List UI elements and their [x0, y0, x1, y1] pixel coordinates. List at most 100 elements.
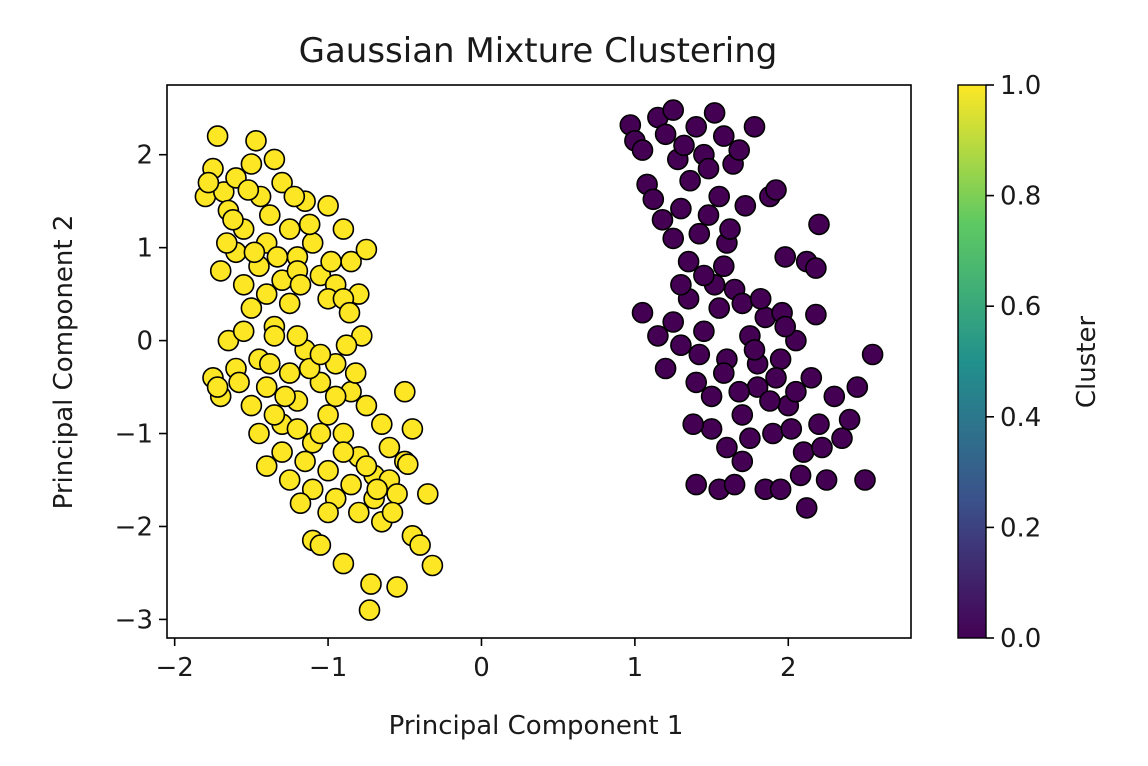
data-point-cluster-0 — [679, 169, 701, 192]
data-point-cluster-0 — [765, 179, 787, 201]
data-point-cluster-0 — [662, 227, 685, 250]
colorbar-tick-label: 0.0 — [1000, 624, 1041, 654]
data-point-cluster-1 — [243, 241, 266, 264]
data-point-cluster-0 — [731, 404, 754, 426]
data-point-cluster-0 — [795, 497, 818, 519]
data-point-cluster-0 — [700, 385, 723, 408]
data-point-cluster-0 — [697, 204, 720, 226]
data-point-cluster-1 — [335, 334, 358, 357]
data-point-cluster-0 — [861, 343, 884, 366]
data-point-cluster-1 — [378, 436, 401, 459]
data-point-cluster-0 — [811, 436, 833, 459]
data-point-cluster-0 — [774, 246, 797, 268]
data-point-cluster-1 — [232, 273, 255, 296]
data-point-cluster-0 — [808, 413, 830, 436]
data-point-cluster-1 — [317, 404, 339, 426]
data-point-cluster-0 — [765, 366, 787, 389]
data-point-cluster-1 — [340, 473, 362, 496]
y-axis-label: Principal Component 2 — [49, 215, 79, 510]
data-point-cluster-1 — [332, 422, 355, 445]
colorbar — [957, 84, 987, 639]
data-point-cluster-0 — [728, 139, 751, 161]
data-point-cluster-1 — [309, 422, 332, 445]
colorbar-axis: 0.0 0.2 0.4 0.6 0.8 1.0 — [986, 71, 1041, 654]
data-point-cluster-1 — [289, 492, 312, 515]
data-point-cluster-0 — [700, 418, 723, 440]
data-point-cluster-1 — [309, 534, 332, 556]
data-point-cluster-1 — [366, 478, 389, 501]
data-point-cluster-0 — [654, 357, 677, 380]
data-point-cluster-1 — [240, 297, 263, 319]
data-point-cluster-0 — [693, 320, 715, 343]
y-tick-label: 2 — [136, 141, 153, 171]
data-point-cluster-0 — [631, 301, 654, 324]
data-point-cluster-1 — [197, 171, 220, 194]
data-point-cluster-0 — [800, 366, 823, 389]
data-point-cluster-1 — [338, 301, 361, 324]
data-point-cluster-0 — [815, 469, 838, 491]
data-point-cluster-0 — [769, 348, 792, 371]
data-point-cluster-0 — [688, 222, 711, 245]
data-point-cluster-1 — [258, 352, 281, 375]
data-point-cluster-0 — [712, 362, 735, 384]
data-point-cluster-0 — [685, 116, 708, 138]
data-point-cluster-1 — [409, 534, 431, 556]
data-point-cluster-1 — [360, 573, 382, 595]
data-point-cluster-1 — [255, 283, 278, 305]
data-point-cluster-0 — [749, 287, 772, 310]
data-point-cluster-0 — [723, 473, 746, 496]
data-point-cluster-0 — [808, 213, 830, 236]
data-point-cluster-0 — [677, 250, 700, 273]
colorbar-tick-label: 0.2 — [1000, 513, 1041, 543]
data-point-cluster-0 — [805, 257, 827, 279]
data-point-cluster-1 — [263, 404, 286, 426]
data-point-cluster-0 — [823, 385, 846, 408]
data-point-cluster-1 — [332, 441, 355, 463]
data-point-cluster-1 — [298, 213, 321, 236]
x-axis-label: Principal Component 1 — [389, 711, 684, 741]
data-point-cluster-1 — [245, 130, 267, 152]
data-point-cluster-1 — [258, 204, 281, 226]
data-point-cluster-0 — [673, 134, 695, 157]
data-point-cluster-0 — [651, 209, 674, 231]
data-point-cluster-1 — [324, 385, 347, 408]
y-tick-label: 1 — [136, 234, 153, 264]
data-point-cluster-0 — [769, 478, 792, 501]
data-point-cluster-1 — [255, 455, 278, 477]
data-point-cluster-0 — [785, 380, 807, 403]
data-point-cluster-0 — [703, 102, 726, 124]
data-point-cluster-0 — [780, 418, 803, 440]
data-point-cluster-0 — [739, 427, 761, 450]
data-point-cluster-0 — [654, 123, 677, 146]
data-point-cluster-0 — [774, 315, 797, 338]
data-point-cluster-0 — [734, 195, 757, 217]
x-axis: −2 −1 0 1 2 — [156, 638, 797, 683]
data-point-cluster-0 — [708, 297, 731, 319]
data-point-cluster-1 — [320, 250, 342, 273]
data-point-cluster-1 — [206, 125, 229, 147]
data-point-cluster-1 — [381, 501, 404, 524]
data-point-cluster-0 — [682, 413, 705, 436]
data-point-cluster-1 — [278, 218, 301, 240]
data-point-cluster-0 — [731, 292, 754, 315]
points-layer — [194, 99, 884, 621]
colorbar-tick-label: 0.8 — [1000, 182, 1041, 212]
data-point-cluster-0 — [731, 450, 754, 473]
data-point-cluster-0 — [792, 441, 815, 463]
data-point-cluster-0 — [712, 125, 735, 147]
colorbar-tick-label: 0.6 — [1000, 292, 1041, 322]
data-point-cluster-1 — [255, 376, 278, 398]
data-point-cluster-1 — [355, 238, 378, 261]
data-point-cluster-1 — [271, 441, 293, 463]
data-point-cluster-0 — [854, 469, 876, 491]
data-point-cluster-0 — [831, 427, 853, 450]
data-point-cluster-0 — [708, 185, 731, 208]
data-point-cluster-1 — [263, 148, 286, 171]
data-point-cluster-0 — [685, 371, 708, 394]
data-point-cluster-1 — [294, 450, 316, 473]
data-point-cluster-1 — [283, 185, 306, 208]
data-point-cluster-1 — [228, 371, 250, 394]
data-point-cluster-1 — [222, 209, 244, 231]
data-point-cluster-1 — [286, 325, 309, 347]
data-point-cluster-0 — [838, 408, 861, 431]
